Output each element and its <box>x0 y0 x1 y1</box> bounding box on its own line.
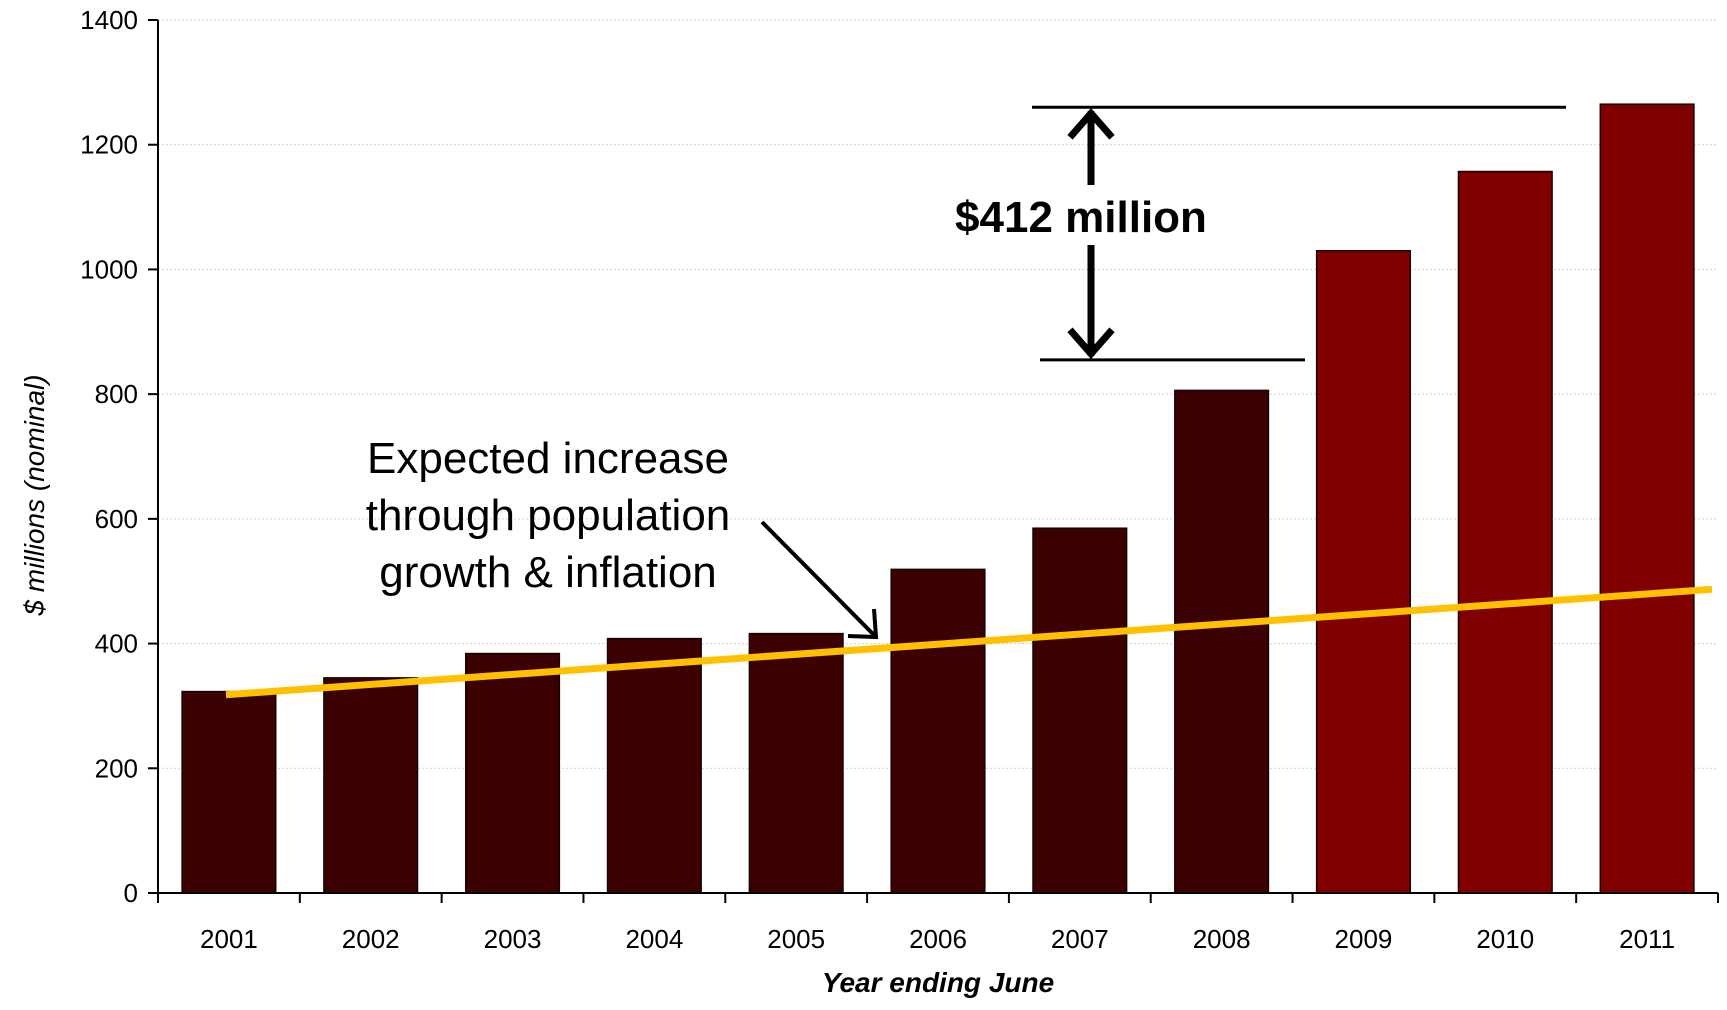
y-tick-label: 1000 <box>80 254 138 284</box>
y-tick-label: 0 <box>124 878 138 908</box>
gap-arrow-down-head <box>1067 327 1115 360</box>
trend-label-line-2: through population <box>366 491 731 540</box>
x-tick-label: 2009 <box>1335 924 1393 954</box>
x-tick-label: 2003 <box>484 924 542 954</box>
x-tick-label: 2008 <box>1193 924 1251 954</box>
x-tick-label: 2002 <box>342 924 400 954</box>
x-tick-label: 2006 <box>909 924 967 954</box>
bar-2005 <box>748 632 844 894</box>
y-tick-label: 1400 <box>80 5 138 35</box>
y-tick-label: 800 <box>95 379 138 409</box>
gap-bracket <box>1032 105 1566 362</box>
bar-2009 <box>1315 249 1412 894</box>
x-tick-label: 2007 <box>1051 924 1109 954</box>
bars <box>181 103 1695 894</box>
x-tick-label: 2011 <box>1619 924 1675 954</box>
x-axis-title: Year ending June <box>822 967 1054 998</box>
y-tick-label: 200 <box>95 753 138 783</box>
bar-2007 <box>1032 527 1128 894</box>
bar-2010 <box>1457 170 1553 894</box>
x-tick-label: 2004 <box>625 924 683 954</box>
bar-2006 <box>890 568 986 894</box>
x-tick-label: 2001 <box>200 924 258 954</box>
gap-label: $412 million <box>955 193 1207 242</box>
y-tick-labels: 0 200 400 600 800 1000 1200 1400 <box>80 5 138 908</box>
bar-2011 <box>1599 103 1695 894</box>
trend-label-line-3: growth & inflation <box>379 548 717 597</box>
gap-arrow-up-head <box>1067 107 1115 140</box>
y-axis-title: $ millions (nominal) <box>19 374 50 616</box>
x-tick-label: 2005 <box>767 924 825 954</box>
bar-2003 <box>464 652 561 894</box>
gridlines <box>158 19 1718 769</box>
trend-line <box>225 585 1713 699</box>
x-tick-labels: 2001 2002 2003 2004 2005 2006 2007 2008 2009 2010… <box>200 924 1675 954</box>
bar-2002 <box>323 677 419 894</box>
y-tick-label: 400 <box>95 629 138 659</box>
axes <box>148 19 1719 903</box>
trend-arrow <box>760 520 879 640</box>
bar-2004 <box>606 637 702 894</box>
annotations: Expected increase through population gro… <box>366 105 1566 640</box>
trend-label-line-1: Expected increase <box>367 434 729 483</box>
y-tick-label: 1200 <box>80 130 138 160</box>
x-tick-label: 2010 <box>1476 924 1534 954</box>
bar-2001 <box>181 690 277 894</box>
y-tick-label: 600 <box>95 504 138 534</box>
bar-2008 <box>1174 389 1270 894</box>
